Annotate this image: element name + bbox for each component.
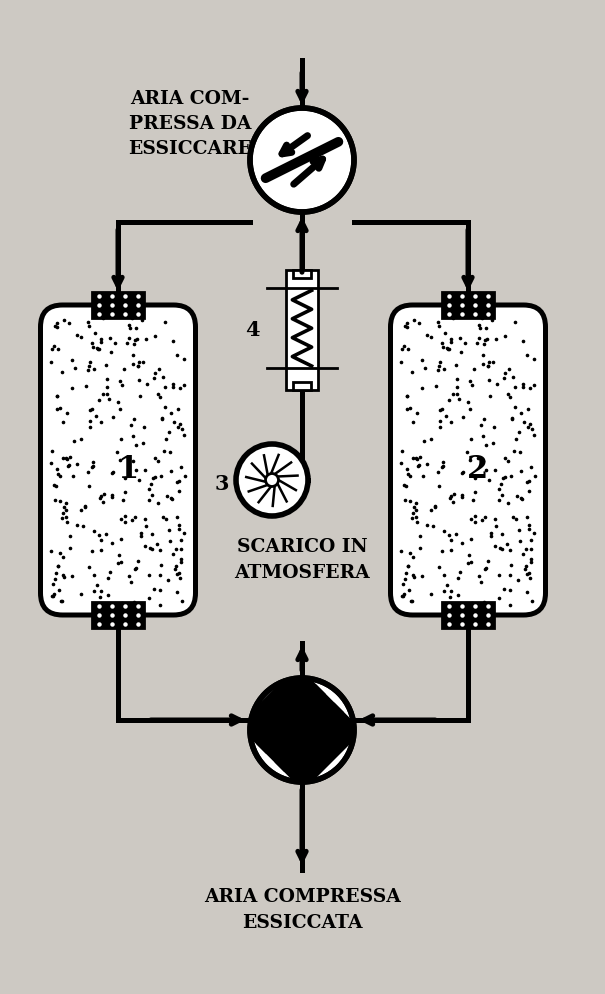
Polygon shape bbox=[275, 703, 362, 790]
Text: 3: 3 bbox=[215, 474, 229, 494]
Circle shape bbox=[250, 108, 354, 212]
Circle shape bbox=[236, 444, 308, 516]
Circle shape bbox=[250, 678, 354, 782]
Bar bbox=[293, 270, 311, 278]
Bar bbox=[442, 602, 494, 628]
Polygon shape bbox=[257, 685, 344, 771]
Polygon shape bbox=[238, 666, 325, 753]
Text: 4: 4 bbox=[244, 320, 260, 340]
Bar bbox=[442, 292, 494, 318]
Bar bbox=[293, 382, 311, 390]
Circle shape bbox=[266, 473, 278, 486]
Bar bbox=[92, 602, 144, 628]
Text: 1: 1 bbox=[117, 454, 139, 485]
FancyBboxPatch shape bbox=[390, 305, 546, 615]
Text: SCARICO IN
ATMOSFERA: SCARICO IN ATMOSFERA bbox=[234, 539, 370, 581]
Text: 2: 2 bbox=[468, 454, 489, 485]
Text: ARIA COM-
PRESSA DA
ESSICCARE: ARIA COM- PRESSA DA ESSICCARE bbox=[128, 90, 252, 158]
FancyBboxPatch shape bbox=[41, 305, 195, 615]
Bar bbox=[286, 270, 318, 390]
Text: ARIA COMPRESSA
ESSICCATA: ARIA COMPRESSA ESSICCATA bbox=[204, 889, 401, 931]
Bar bbox=[92, 292, 144, 318]
